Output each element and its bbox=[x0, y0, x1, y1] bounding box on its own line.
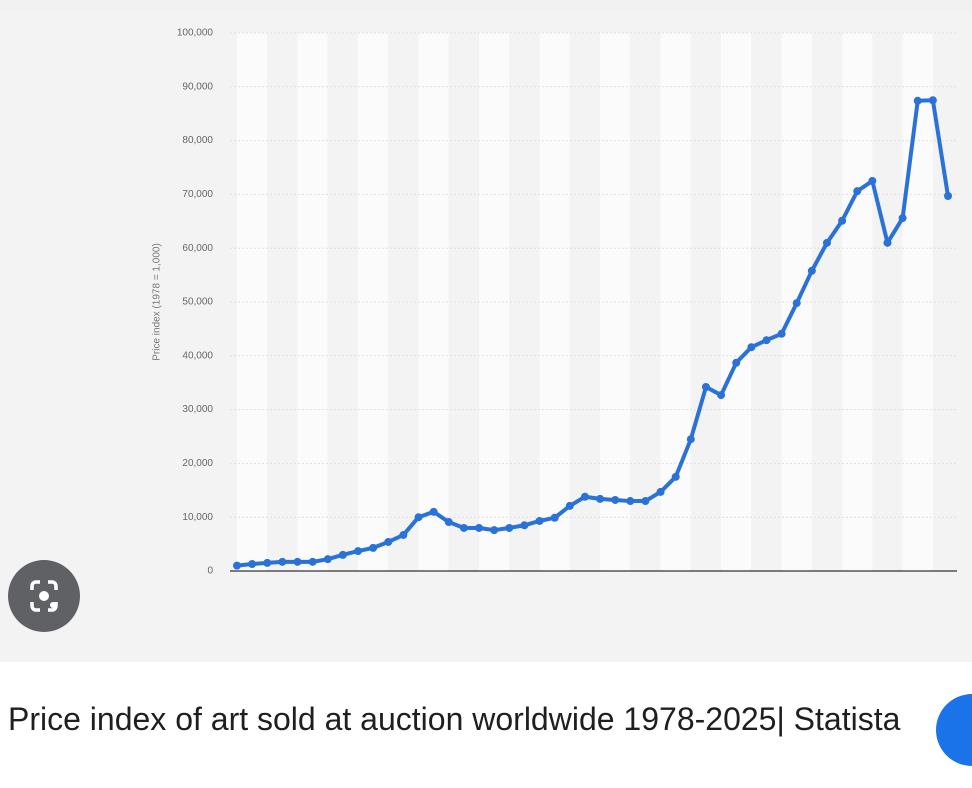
data-point bbox=[626, 497, 635, 506]
y-tick-label: 0 bbox=[207, 566, 213, 577]
data-point bbox=[580, 492, 589, 501]
data-point bbox=[369, 543, 378, 552]
data-point bbox=[732, 358, 741, 367]
data-point bbox=[490, 526, 499, 535]
data-point bbox=[263, 558, 272, 567]
y-tick-label: 80,000 bbox=[182, 135, 213, 146]
data-point bbox=[429, 507, 438, 516]
data-point bbox=[853, 187, 862, 196]
y-tick-label: 50,000 bbox=[182, 297, 213, 308]
data-point bbox=[475, 523, 484, 532]
data-point bbox=[717, 391, 726, 400]
data-point bbox=[656, 487, 665, 496]
data-point bbox=[505, 523, 514, 532]
lens-icon bbox=[30, 580, 58, 612]
y-tick-label: 90,000 bbox=[182, 81, 213, 92]
data-point bbox=[248, 560, 257, 569]
data-point bbox=[898, 214, 907, 223]
data-point bbox=[822, 238, 831, 247]
data-point bbox=[701, 383, 710, 392]
y-tick-label: 100,000 bbox=[177, 28, 214, 39]
data-point bbox=[596, 494, 605, 503]
data-point bbox=[747, 343, 756, 352]
data-point bbox=[323, 555, 332, 564]
data-point bbox=[550, 513, 559, 522]
y-tick-label: 70,000 bbox=[182, 189, 213, 200]
y-tick-label: 20,000 bbox=[182, 458, 213, 469]
y-axis-label: Price index (1978 = 1,000) bbox=[152, 243, 163, 361]
lens-button[interactable] bbox=[8, 560, 80, 632]
data-point bbox=[520, 521, 529, 530]
data-point bbox=[611, 495, 620, 504]
data-point bbox=[777, 329, 786, 338]
y-tick-label: 40,000 bbox=[182, 350, 213, 361]
data-point bbox=[807, 266, 816, 275]
action-button[interactable] bbox=[936, 694, 972, 766]
data-point bbox=[641, 497, 650, 506]
data-point bbox=[399, 530, 408, 539]
data-point bbox=[944, 192, 952, 201]
data-point bbox=[233, 561, 241, 570]
data-point bbox=[354, 547, 363, 556]
data-point bbox=[868, 176, 877, 185]
data-point bbox=[535, 516, 544, 525]
data-point bbox=[444, 518, 453, 527]
y-tick-label: 60,000 bbox=[182, 243, 213, 254]
data-point bbox=[338, 550, 347, 559]
image-preview[interactable]: Price index (1978 = 1,000) 0 10,000 20,000… bbox=[0, 0, 972, 662]
chart: Price index (1978 = 1,000) 0 10,000 20,000… bbox=[151, 27, 957, 577]
data-point bbox=[308, 557, 317, 566]
data-point bbox=[792, 299, 801, 308]
y-tick-label: 10,000 bbox=[182, 512, 213, 523]
data-point bbox=[838, 216, 847, 225]
data-point bbox=[883, 238, 892, 247]
data-point bbox=[414, 513, 423, 522]
data-point bbox=[913, 96, 922, 105]
data-point bbox=[384, 537, 393, 546]
data-point bbox=[762, 336, 771, 345]
data-point bbox=[686, 435, 695, 444]
data-point bbox=[459, 523, 468, 532]
data-point bbox=[928, 96, 937, 105]
data-point bbox=[671, 472, 680, 481]
y-tick-label: 30,000 bbox=[182, 404, 213, 415]
data-point bbox=[293, 557, 302, 566]
data-point bbox=[278, 557, 287, 566]
data-point bbox=[565, 501, 574, 510]
image-caption[interactable]: Price index of art sold at auction world… bbox=[8, 701, 901, 737]
